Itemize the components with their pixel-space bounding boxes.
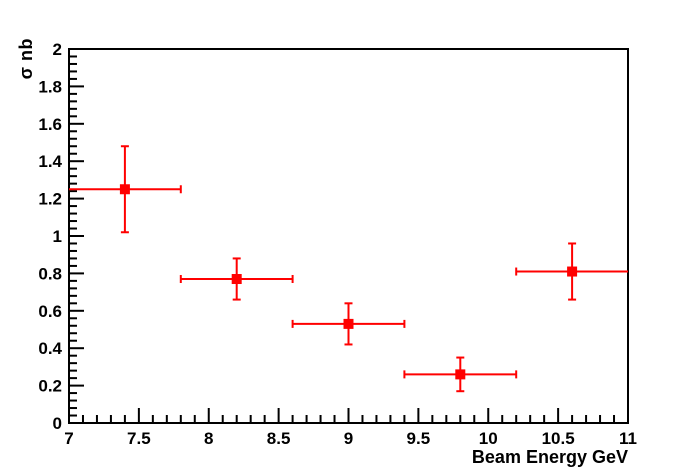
plot-frame [68, 48, 629, 424]
x-tick-label: 10.5 [542, 429, 575, 448]
x-tick-label: 7.5 [127, 429, 151, 448]
y-tick-label: 1.6 [38, 115, 62, 134]
data-marker [231, 274, 242, 285]
y-tick-label: 0.6 [38, 302, 62, 321]
x-tick-label: 9.5 [407, 429, 431, 448]
y-tick-label: 1.4 [38, 152, 62, 171]
x-tick-label: 8 [204, 429, 213, 448]
x-tick-label: 9 [344, 429, 353, 448]
y-tick-label: 1.2 [38, 190, 62, 209]
x-tick-label: 10 [479, 429, 498, 448]
y-tick-label: 0 [53, 414, 62, 433]
y-tick-label: 1 [53, 227, 62, 246]
y-tick-label: 2 [53, 40, 62, 59]
y-tick-label: 0.4 [38, 339, 62, 358]
y-tick-label: 0.2 [38, 377, 62, 396]
data-marker [455, 369, 466, 380]
y-tick-label: 1.8 [38, 77, 62, 96]
data-marker [343, 318, 354, 329]
data-marker [567, 266, 578, 277]
x-tick-label: 7 [64, 429, 73, 448]
y-tick-label: 0.8 [38, 264, 62, 283]
x-axis-title: Beam Energy GeV [471, 447, 628, 467]
y-axis-title: σ nb [16, 38, 36, 80]
data-marker [119, 184, 130, 195]
x-tick-label: 8.5 [267, 429, 291, 448]
x-tick-label: 11 [619, 429, 637, 448]
